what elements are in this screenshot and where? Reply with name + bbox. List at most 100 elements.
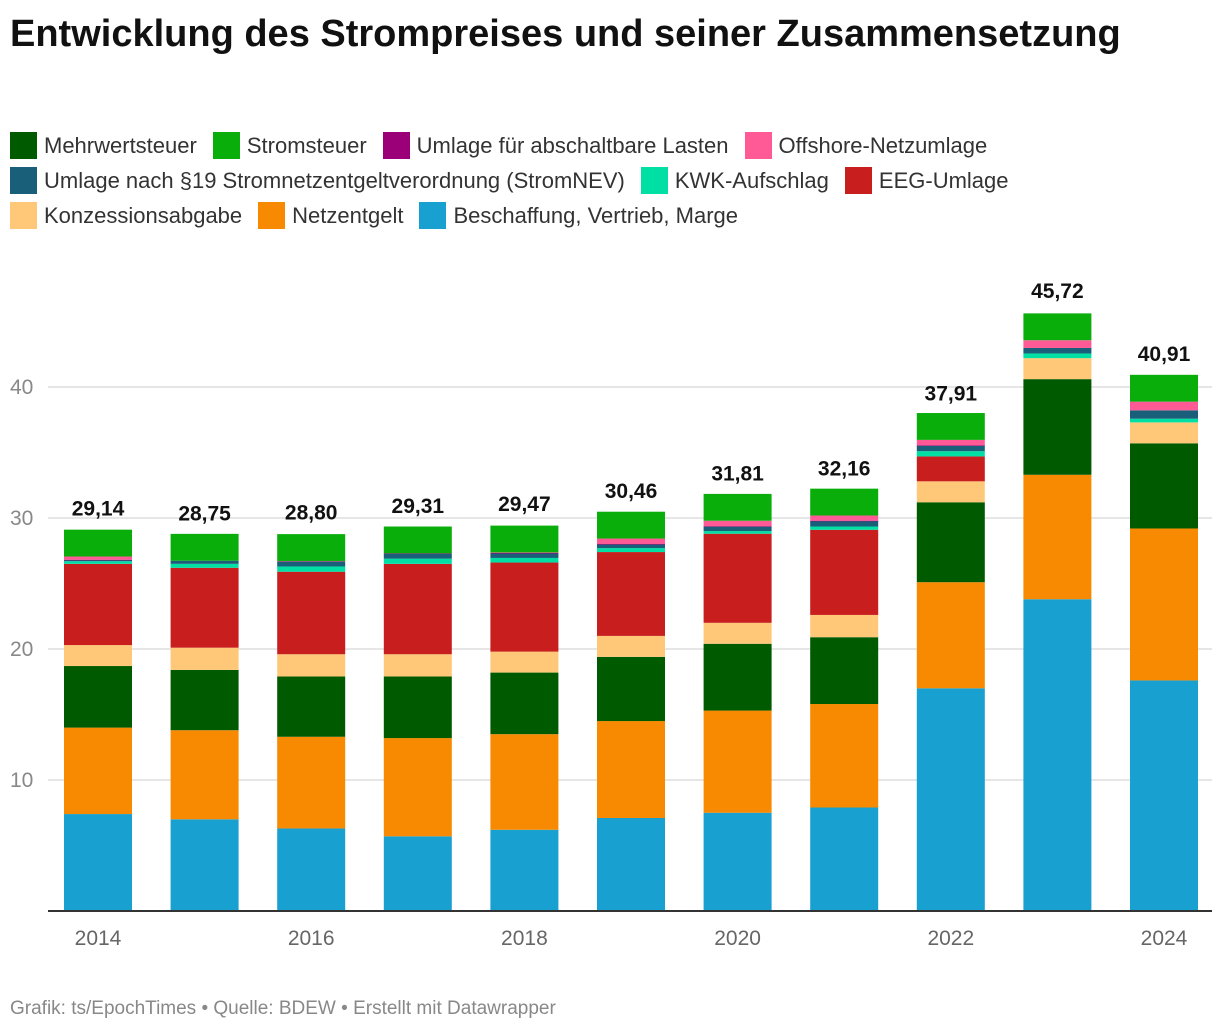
bar-segment xyxy=(490,672,559,735)
bar-segment xyxy=(916,413,985,440)
bar-segment xyxy=(1023,353,1092,359)
bar-segment xyxy=(170,647,239,670)
y-tick-label: 10 xyxy=(10,769,33,792)
y-tick-label: 30 xyxy=(10,507,33,530)
legend-label: EEG-Umlage xyxy=(878,167,1009,193)
bar-segment xyxy=(170,533,239,561)
bar-segment xyxy=(277,561,346,567)
footer-credit: Grafik: ts/EpochTimes • Quelle: BDEW • E… xyxy=(10,998,556,1019)
legend-label: Offshore-Netzumlage xyxy=(778,132,988,158)
x-tick-label: 2022 xyxy=(927,927,974,950)
legend-item: Netzentgelt xyxy=(258,198,403,233)
bar-segment xyxy=(810,637,879,705)
total-value-label: 29,31 xyxy=(392,495,445,518)
bar-segment xyxy=(1130,374,1198,402)
legend-swatch xyxy=(640,167,668,194)
total-value-label: 29,14 xyxy=(72,497,125,520)
legend-item: EEG-Umlage xyxy=(844,163,1009,198)
bar-segment xyxy=(383,654,452,677)
legend-label: Netzentgelt xyxy=(292,202,404,228)
bar-segment xyxy=(64,666,132,728)
bar-segment xyxy=(1023,599,1092,911)
bar-segment xyxy=(170,567,239,648)
legend-item: Stromsteuer xyxy=(212,128,367,163)
bar-segment xyxy=(383,676,452,739)
bar-segment xyxy=(490,562,559,652)
total-value-label: 28,75 xyxy=(178,502,231,525)
bar-segment xyxy=(383,563,452,655)
bar-segment xyxy=(383,526,452,554)
bar-segment xyxy=(64,559,132,561)
bar-segment xyxy=(277,571,346,655)
bar-segment xyxy=(597,656,665,722)
bar-segment xyxy=(810,807,879,911)
x-tick-label: 2016 xyxy=(288,927,335,950)
bar-segment xyxy=(1023,474,1092,600)
bar-segment xyxy=(490,829,559,911)
bar-segment xyxy=(64,814,132,911)
bar-segment xyxy=(170,560,239,564)
bar-segment xyxy=(703,812,772,911)
bar-segment xyxy=(170,669,239,731)
legend-swatch xyxy=(10,202,37,229)
legend-item: Mehrwertsteuer xyxy=(10,128,197,163)
total-value-label: 29,47 xyxy=(498,493,551,516)
legend-swatch xyxy=(744,132,772,159)
legend-label: Konzessionsabgabe xyxy=(44,202,243,228)
bar-segment xyxy=(916,445,985,452)
bar-segment xyxy=(64,529,132,557)
bar-segment xyxy=(170,563,239,568)
bar-segment xyxy=(383,558,452,564)
bar-segment xyxy=(703,533,772,623)
bar-segment xyxy=(277,534,346,561)
bar-segment xyxy=(810,529,879,615)
bar-segment xyxy=(916,445,985,446)
y-tick-label: 40 xyxy=(10,376,33,399)
bar-segment xyxy=(916,439,985,446)
legend-item: Umlage für abschaltbare Lasten xyxy=(382,128,729,163)
total-value-label: 28,80 xyxy=(285,502,338,525)
bar-segment xyxy=(490,553,559,558)
total-value-label: 30,46 xyxy=(605,480,658,503)
legend-swatch xyxy=(419,202,447,229)
bar-segment xyxy=(383,836,452,911)
bar-segment xyxy=(916,481,985,503)
bar-segment xyxy=(916,688,985,911)
bar-segment xyxy=(1023,313,1092,341)
legend: Mehrwertsteuer Stromsteuer Umlage für absc… xyxy=(10,128,1210,233)
bar-segment xyxy=(64,563,132,646)
bar-segment xyxy=(64,727,132,815)
bar-segment xyxy=(597,721,665,818)
x-tick-label: 2020 xyxy=(714,927,761,950)
legend-item: KWK-Aufschlag xyxy=(640,163,829,198)
legend-item: Offshore-Netzumlage xyxy=(744,128,988,163)
bar-segment xyxy=(1023,358,1092,380)
legend-item: Beschaffung, Vertrieb, Marge xyxy=(419,198,738,233)
bar-segment xyxy=(64,556,132,560)
legend-label: KWK-Aufschlag xyxy=(674,167,829,193)
bar-segment xyxy=(64,559,132,562)
legend-label: Mehrwertsteuer xyxy=(44,132,197,158)
bar-segment xyxy=(1130,410,1198,419)
bar-segment xyxy=(1130,422,1198,444)
bar-segment xyxy=(490,552,559,553)
bar-segment xyxy=(916,582,985,689)
legend-item: Konzessionsabgabe xyxy=(10,198,242,233)
bar-segment xyxy=(597,544,665,545)
legend-swatch xyxy=(382,132,410,159)
bar-segment xyxy=(597,538,665,545)
total-value-label: 45,72 xyxy=(1031,280,1084,303)
bar-segment xyxy=(1130,418,1198,423)
bar-segment xyxy=(810,488,879,516)
bar-segment xyxy=(1130,680,1198,911)
bar-segment xyxy=(703,622,772,644)
bar-segment xyxy=(703,526,772,527)
legend-swatch xyxy=(10,132,37,159)
bar-segment xyxy=(64,561,132,564)
bar-segment xyxy=(383,553,452,559)
bar-segment xyxy=(916,502,985,583)
bar-segment xyxy=(597,552,665,636)
bar-segment xyxy=(597,544,665,549)
bar-segment xyxy=(703,520,772,527)
bar-segment xyxy=(703,493,772,521)
